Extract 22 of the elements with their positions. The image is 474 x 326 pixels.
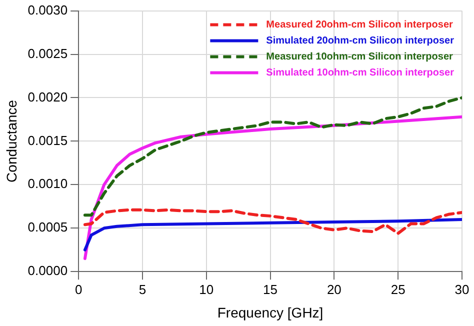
legend-label: Simulated 20ohm-cm Silicon interposer bbox=[266, 36, 454, 47]
x-tick-label: 0 bbox=[74, 282, 82, 297]
y-axis-title: Conductance bbox=[3, 100, 20, 182]
y-tick-label: 0.0000 bbox=[28, 263, 68, 278]
y-tick-label: 0.0025 bbox=[28, 46, 68, 61]
y-tick-label: 0.0020 bbox=[28, 89, 68, 104]
line-series bbox=[83, 208, 462, 235]
x-tick-label: 30 bbox=[454, 282, 470, 297]
x-tick-label: 15 bbox=[263, 282, 278, 297]
x-axis-title: Frequency [GHz] bbox=[217, 304, 324, 320]
x-tick-label: 25 bbox=[390, 282, 406, 297]
y-tick-label: 0.0030 bbox=[28, 2, 68, 18]
line-series bbox=[83, 96, 462, 217]
y-tick-label: 0.0015 bbox=[28, 132, 68, 148]
x-tick-label: 20 bbox=[326, 282, 342, 297]
x-tick-label: 10 bbox=[199, 282, 214, 297]
legend-label: Measured 10ohm-cm Silicon interposer bbox=[266, 52, 454, 63]
legend-label: Measured 20ohm-cm Silicon interposer bbox=[266, 20, 454, 31]
y-tick-label: 0.0010 bbox=[28, 176, 68, 192]
x-tick-label: 5 bbox=[138, 282, 146, 297]
y-tick-label: 0.0005 bbox=[28, 220, 68, 235]
legend-label: Simulated 10ohm-cm Silicon interposer bbox=[266, 68, 454, 79]
